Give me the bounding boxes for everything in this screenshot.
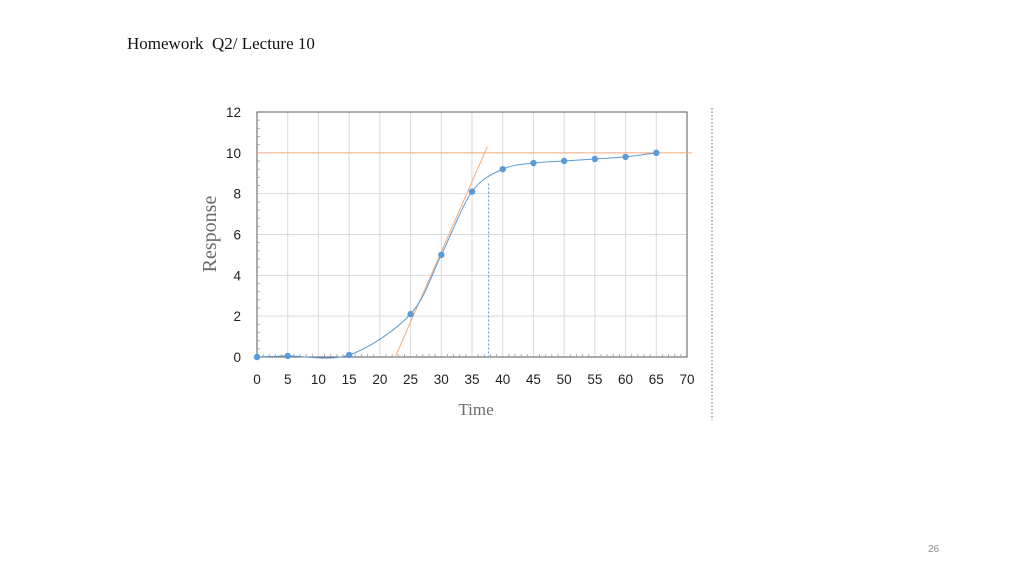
y-tick-label: 0 — [233, 350, 241, 365]
x-tick-label: 5 — [284, 372, 292, 387]
data-point — [438, 251, 445, 259]
data-points — [253, 149, 660, 361]
slide-title: Homework Q2/ Lecture 10 — [127, 34, 315, 53]
data-point — [622, 153, 629, 161]
data-point — [345, 351, 353, 359]
x-tick-label: 50 — [557, 372, 572, 387]
y-tick-label: 8 — [233, 187, 241, 202]
data-point — [530, 159, 537, 167]
y-tick-label: 10 — [226, 146, 241, 161]
y-tick-label: 6 — [233, 228, 241, 243]
x-tick-labels: 0 5 10 15 20 25 30 35 40 45 50 55 60 65 70 — [253, 372, 694, 387]
x-tick-label: 45 — [526, 372, 541, 387]
plot-area-frame — [256, 111, 688, 358]
y-axis-title: Response — [199, 196, 221, 273]
data-point — [284, 352, 291, 360]
data-point — [591, 155, 599, 163]
x-tick-label: 55 — [587, 372, 602, 387]
page-number: 26 — [928, 544, 940, 555]
x-tick-label: 20 — [372, 372, 387, 387]
y-tick-label: 12 — [226, 105, 241, 120]
x-tick-label: 30 — [434, 372, 449, 387]
x-tick-label: 0 — [253, 372, 261, 387]
data-point — [560, 157, 568, 165]
y-tick-labels: 0 2 4 6 8 10 12 — [226, 105, 242, 365]
grid-lines — [257, 112, 687, 357]
x-tick-label: 40 — [495, 372, 510, 387]
data-point — [407, 310, 414, 318]
x-tick-label: 10 — [311, 372, 326, 387]
y-tick-label: 4 — [233, 268, 241, 283]
x-tick-label: 65 — [649, 372, 664, 387]
data-point — [253, 353, 261, 361]
x-tick-label: 70 — [679, 372, 694, 387]
x-tick-label: 35 — [464, 372, 479, 387]
x-tick-label: 15 — [342, 372, 357, 387]
series-smooth-line — [256, 152, 657, 359]
data-point — [499, 165, 506, 173]
y-tick-label: 2 — [233, 309, 241, 324]
x-axis-title: Time — [458, 400, 493, 419]
data-point — [653, 149, 660, 157]
x-tick-label: 60 — [618, 372, 633, 387]
x-tick-label: 25 — [403, 372, 418, 387]
minor-tick-marks — [257, 119, 682, 357]
data-point — [468, 188, 476, 195]
